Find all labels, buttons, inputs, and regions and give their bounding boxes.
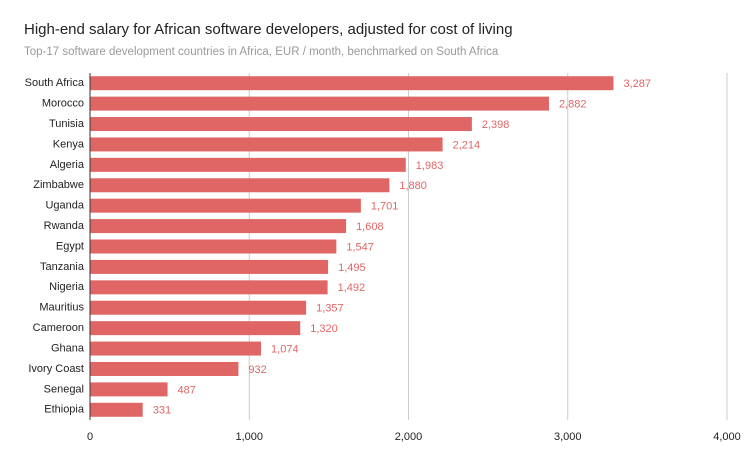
y-tick-label: Tanzania — [40, 261, 85, 273]
value-label: 1,495 — [338, 262, 366, 274]
value-label: 3,287 — [623, 78, 651, 90]
chart-title: High-end salary for African software dev… — [24, 21, 513, 38]
value-label: 1,074 — [271, 343, 299, 355]
bar — [90, 219, 347, 234]
bar — [90, 259, 329, 274]
y-tick-label: Rwanda — [44, 220, 85, 232]
value-label: 1,492 — [338, 282, 366, 294]
x-tick-label: 3,000 — [554, 431, 582, 443]
bar — [90, 117, 472, 132]
y-tick-label: Cameroon — [33, 322, 84, 334]
value-label: 1,880 — [399, 180, 427, 192]
x-tick-label: 0 — [87, 431, 93, 443]
bar — [90, 361, 239, 376]
value-label: 487 — [178, 384, 196, 396]
bar — [90, 402, 143, 417]
bar — [90, 198, 361, 213]
y-tick-label: Ivory Coast — [28, 363, 84, 375]
y-tick-label: Egypt — [56, 240, 84, 252]
y-tick-label: Mauritius — [39, 302, 84, 314]
chart-subtitle: Top-17 software development countries in… — [24, 46, 499, 58]
y-tick-label: Tunisia — [49, 118, 85, 130]
y-tick-label: South Africa — [25, 77, 85, 89]
bar — [90, 280, 328, 295]
x-tick-label: 4,000 — [713, 431, 741, 443]
y-tick-label: Senegal — [44, 383, 84, 395]
y-tick-label: Zimbabwe — [33, 179, 84, 191]
bar — [90, 137, 443, 152]
x-tick-label: 2,000 — [395, 431, 423, 443]
y-tick-label: Nigeria — [49, 281, 85, 293]
value-label: 1,320 — [310, 323, 338, 335]
bar — [90, 239, 337, 254]
bar — [90, 178, 390, 193]
value-label: 2,398 — [482, 119, 510, 131]
y-tick-label: Kenya — [53, 138, 85, 150]
value-label: 932 — [248, 364, 266, 376]
bar — [90, 321, 301, 336]
value-label: 1,357 — [316, 303, 344, 315]
value-label: 1,983 — [416, 160, 444, 172]
x-tick-label: 1,000 — [235, 431, 263, 443]
value-label: 1,608 — [356, 221, 384, 233]
y-tick-label: Ethiopia — [44, 404, 85, 416]
bar — [90, 76, 614, 91]
value-label: 331 — [153, 405, 171, 417]
value-label: 1,547 — [346, 241, 374, 253]
y-tick-label: Morocco — [42, 98, 84, 110]
value-label: 1,701 — [371, 201, 399, 213]
bar — [90, 382, 168, 397]
y-tick-label: Ghana — [51, 342, 85, 354]
bar — [90, 341, 262, 356]
bar — [90, 157, 406, 172]
y-tick-label: Algeria — [50, 159, 85, 171]
bar — [90, 96, 549, 111]
bar — [90, 300, 307, 315]
value-label: 2,882 — [559, 99, 587, 111]
value-label: 2,214 — [453, 139, 481, 151]
y-tick-label: Uganda — [45, 200, 84, 212]
